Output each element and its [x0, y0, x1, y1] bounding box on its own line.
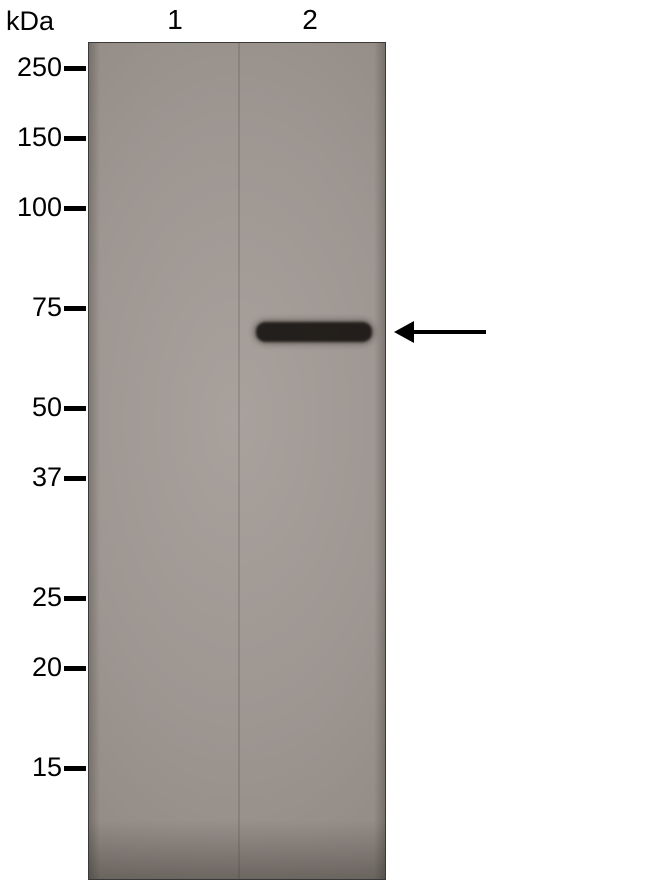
lane-label-1: 1: [163, 4, 187, 36]
tick-label-150: 150: [2, 122, 62, 153]
tick-label-20: 20: [2, 652, 62, 683]
tick-label-25: 25: [2, 582, 62, 613]
tick-mark-100: [64, 206, 86, 211]
band-pointer-arrow: [394, 321, 486, 343]
arrow-head-icon: [394, 321, 414, 343]
band-lane2-1: [256, 322, 372, 342]
blot-edge-shadow-left: [88, 42, 100, 880]
tick-label-37: 37: [2, 462, 62, 493]
tick-mark-25: [64, 596, 86, 601]
blot-membrane: [88, 42, 386, 880]
arrow-shaft: [414, 330, 486, 334]
lane-label-2: 2: [298, 4, 322, 36]
tick-label-75: 75: [2, 292, 62, 323]
tick-label-50: 50: [2, 392, 62, 423]
tick-label-15: 15: [2, 752, 62, 783]
tick-mark-20: [64, 666, 86, 671]
tick-mark-50: [64, 406, 86, 411]
blot-background: [88, 42, 386, 880]
blot-edge-shadow-right: [374, 42, 386, 880]
axis-unit-label: kDa: [6, 6, 54, 37]
tick-mark-37: [64, 476, 86, 481]
tick-label-100: 100: [2, 192, 62, 223]
tick-mark-250: [64, 66, 86, 71]
tick-mark-75: [64, 306, 86, 311]
blot-bottom-shadow: [88, 820, 386, 880]
tick-label-250: 250: [2, 52, 62, 83]
tick-mark-150: [64, 136, 86, 141]
tick-mark-15: [64, 766, 86, 771]
lane-divider: [238, 42, 240, 880]
